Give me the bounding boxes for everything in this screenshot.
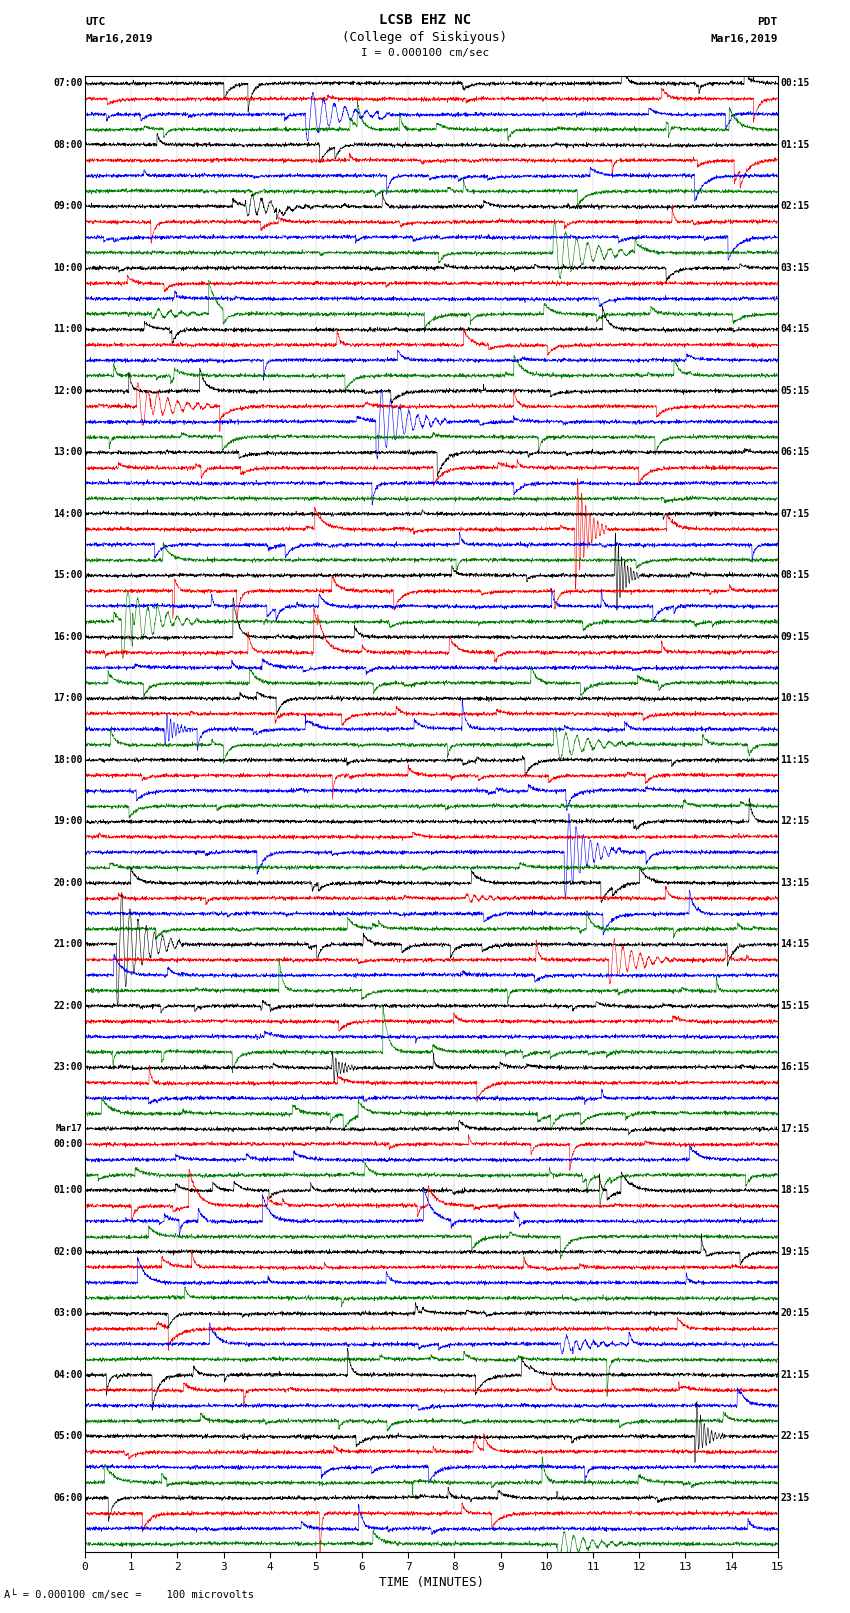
Text: 19:15: 19:15 [780, 1247, 810, 1257]
Text: 12:00: 12:00 [53, 386, 82, 395]
Text: 09:00: 09:00 [53, 202, 82, 211]
Text: 18:15: 18:15 [780, 1186, 810, 1195]
Text: 00:00: 00:00 [53, 1139, 82, 1150]
Text: Mar17: Mar17 [55, 1124, 82, 1134]
Text: 10:15: 10:15 [780, 694, 810, 703]
Text: 09:15: 09:15 [780, 632, 810, 642]
Text: 20:15: 20:15 [780, 1308, 810, 1318]
Text: 23:15: 23:15 [780, 1494, 810, 1503]
Text: A└ = 0.000100 cm/sec =    100 microvolts: A└ = 0.000100 cm/sec = 100 microvolts [4, 1590, 254, 1600]
Text: 02:15: 02:15 [780, 202, 810, 211]
Text: Mar16,2019: Mar16,2019 [85, 34, 152, 44]
Text: 07:00: 07:00 [53, 79, 82, 89]
Text: PDT: PDT [757, 18, 778, 27]
Text: 03:15: 03:15 [780, 263, 810, 273]
Text: 11:00: 11:00 [53, 324, 82, 334]
Text: 08:15: 08:15 [780, 571, 810, 581]
Text: 16:15: 16:15 [780, 1063, 810, 1073]
Text: 05:15: 05:15 [780, 386, 810, 395]
Text: 13:15: 13:15 [780, 877, 810, 887]
Text: 01:00: 01:00 [53, 1186, 82, 1195]
Text: (College of Siskiyous): (College of Siskiyous) [343, 31, 507, 44]
Text: LCSB EHZ NC: LCSB EHZ NC [379, 13, 471, 27]
Text: 15:15: 15:15 [780, 1002, 810, 1011]
Text: 04:15: 04:15 [780, 324, 810, 334]
Text: I = 0.000100 cm/sec: I = 0.000100 cm/sec [361, 48, 489, 58]
Text: 22:00: 22:00 [53, 1002, 82, 1011]
Text: 16:00: 16:00 [53, 632, 82, 642]
Text: 15:00: 15:00 [53, 571, 82, 581]
Text: 06:00: 06:00 [53, 1494, 82, 1503]
Text: 06:15: 06:15 [780, 447, 810, 458]
Text: 07:15: 07:15 [780, 510, 810, 519]
Text: 14:00: 14:00 [53, 510, 82, 519]
Text: 20:00: 20:00 [53, 877, 82, 887]
Text: 08:00: 08:00 [53, 140, 82, 150]
Text: 18:00: 18:00 [53, 755, 82, 765]
Text: 03:00: 03:00 [53, 1308, 82, 1318]
Text: 00:15: 00:15 [780, 79, 810, 89]
Text: 04:00: 04:00 [53, 1369, 82, 1379]
Text: 19:00: 19:00 [53, 816, 82, 826]
X-axis label: TIME (MINUTES): TIME (MINUTES) [379, 1576, 484, 1589]
Text: Mar16,2019: Mar16,2019 [711, 34, 778, 44]
Text: 21:15: 21:15 [780, 1369, 810, 1379]
Text: 22:15: 22:15 [780, 1431, 810, 1442]
Text: 11:15: 11:15 [780, 755, 810, 765]
Text: 05:00: 05:00 [53, 1431, 82, 1442]
Text: 21:00: 21:00 [53, 939, 82, 950]
Text: 17:00: 17:00 [53, 694, 82, 703]
Text: 12:15: 12:15 [780, 816, 810, 826]
Text: 01:15: 01:15 [780, 140, 810, 150]
Text: UTC: UTC [85, 18, 105, 27]
Text: 02:00: 02:00 [53, 1247, 82, 1257]
Text: 23:00: 23:00 [53, 1063, 82, 1073]
Text: 10:00: 10:00 [53, 263, 82, 273]
Text: 17:15: 17:15 [780, 1124, 810, 1134]
Text: 13:00: 13:00 [53, 447, 82, 458]
Text: 14:15: 14:15 [780, 939, 810, 950]
